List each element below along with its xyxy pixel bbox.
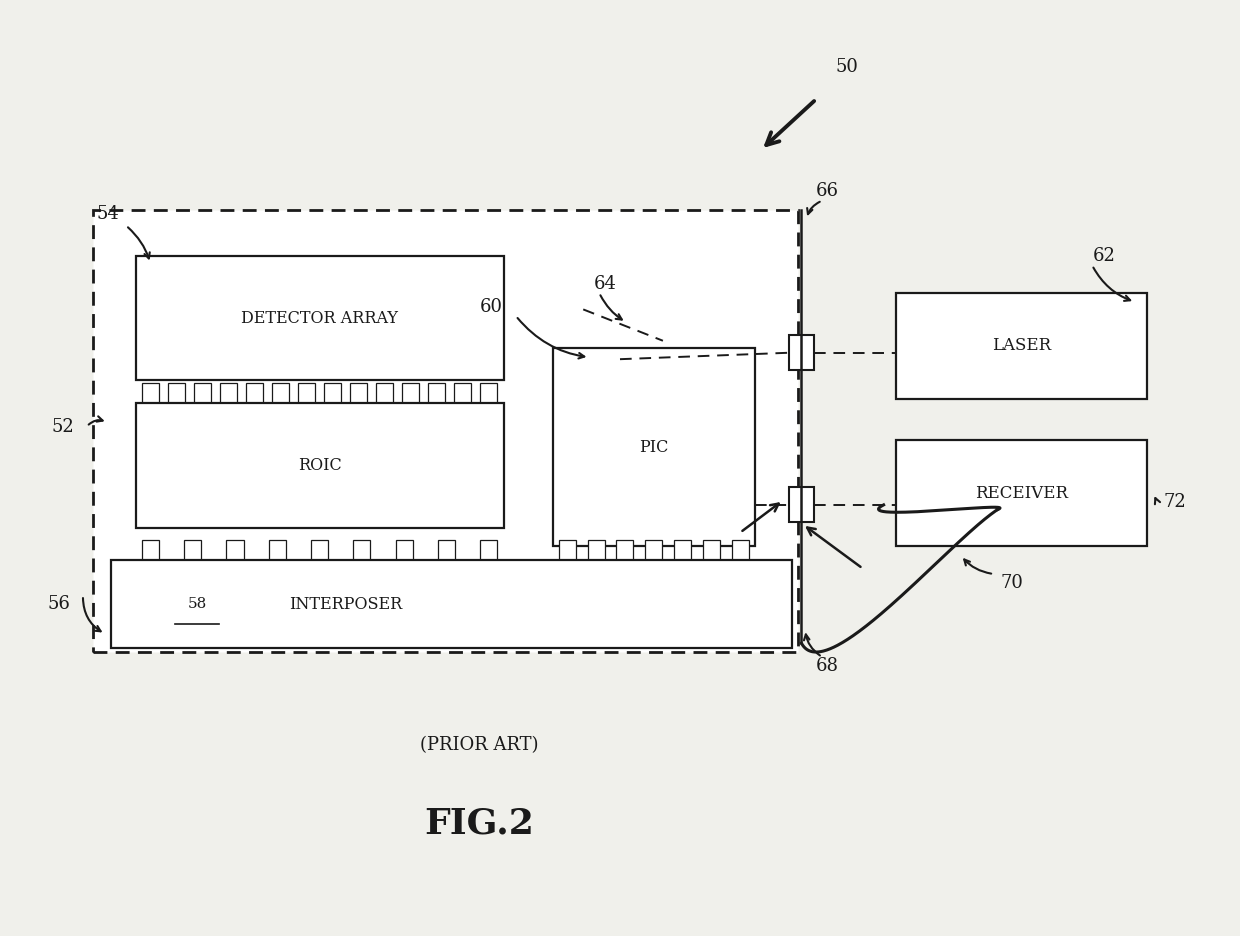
Bar bbox=[141, 540, 159, 561]
Text: 50: 50 bbox=[836, 58, 858, 76]
Text: 64: 64 bbox=[594, 274, 616, 293]
Bar bbox=[141, 383, 159, 403]
Bar bbox=[480, 540, 497, 561]
Bar bbox=[353, 540, 371, 561]
Bar bbox=[559, 540, 575, 561]
Text: 62: 62 bbox=[1092, 247, 1116, 265]
Bar bbox=[789, 335, 813, 371]
Bar bbox=[376, 383, 393, 403]
Bar bbox=[227, 540, 243, 561]
Bar bbox=[675, 540, 691, 561]
Bar bbox=[135, 403, 503, 528]
Bar bbox=[193, 383, 211, 403]
Text: 68: 68 bbox=[816, 657, 839, 675]
Text: 52: 52 bbox=[52, 417, 74, 435]
Bar bbox=[246, 383, 263, 403]
Bar bbox=[298, 383, 315, 403]
Text: 72: 72 bbox=[1163, 493, 1185, 511]
Bar bbox=[588, 540, 605, 561]
Bar bbox=[93, 210, 797, 652]
Bar bbox=[895, 440, 1147, 547]
Bar bbox=[135, 256, 503, 380]
Text: (PRIOR ART): (PRIOR ART) bbox=[420, 736, 538, 753]
Bar bbox=[167, 383, 185, 403]
Text: 60: 60 bbox=[480, 298, 502, 315]
Text: ROIC: ROIC bbox=[298, 457, 341, 475]
Text: 66: 66 bbox=[816, 183, 839, 200]
Text: 54: 54 bbox=[97, 205, 119, 224]
Bar bbox=[480, 383, 497, 403]
Bar bbox=[732, 540, 749, 561]
Bar bbox=[311, 540, 329, 561]
Bar bbox=[895, 293, 1147, 399]
Text: DETECTOR ARRAY: DETECTOR ARRAY bbox=[241, 310, 398, 327]
Bar bbox=[184, 540, 201, 561]
Bar bbox=[454, 383, 471, 403]
Bar bbox=[269, 540, 286, 561]
Bar bbox=[324, 383, 341, 403]
Bar bbox=[645, 540, 662, 561]
Text: PIC: PIC bbox=[639, 439, 668, 456]
Bar bbox=[402, 383, 419, 403]
Text: 58: 58 bbox=[187, 597, 207, 611]
Bar bbox=[272, 383, 289, 403]
Text: LASER: LASER bbox=[992, 337, 1052, 355]
Bar bbox=[219, 383, 237, 403]
Text: 56: 56 bbox=[48, 595, 71, 613]
Bar bbox=[553, 348, 755, 547]
Bar bbox=[350, 383, 367, 403]
Text: INTERPOSER: INTERPOSER bbox=[289, 595, 402, 612]
Bar bbox=[428, 383, 445, 403]
Bar bbox=[616, 540, 634, 561]
Text: RECEIVER: RECEIVER bbox=[975, 485, 1068, 502]
Bar bbox=[396, 540, 413, 561]
Text: FIG.2: FIG.2 bbox=[424, 806, 534, 840]
Bar bbox=[438, 540, 455, 561]
Bar bbox=[703, 540, 720, 561]
Bar bbox=[112, 561, 791, 648]
Text: 70: 70 bbox=[1001, 575, 1023, 592]
Bar bbox=[789, 488, 813, 522]
